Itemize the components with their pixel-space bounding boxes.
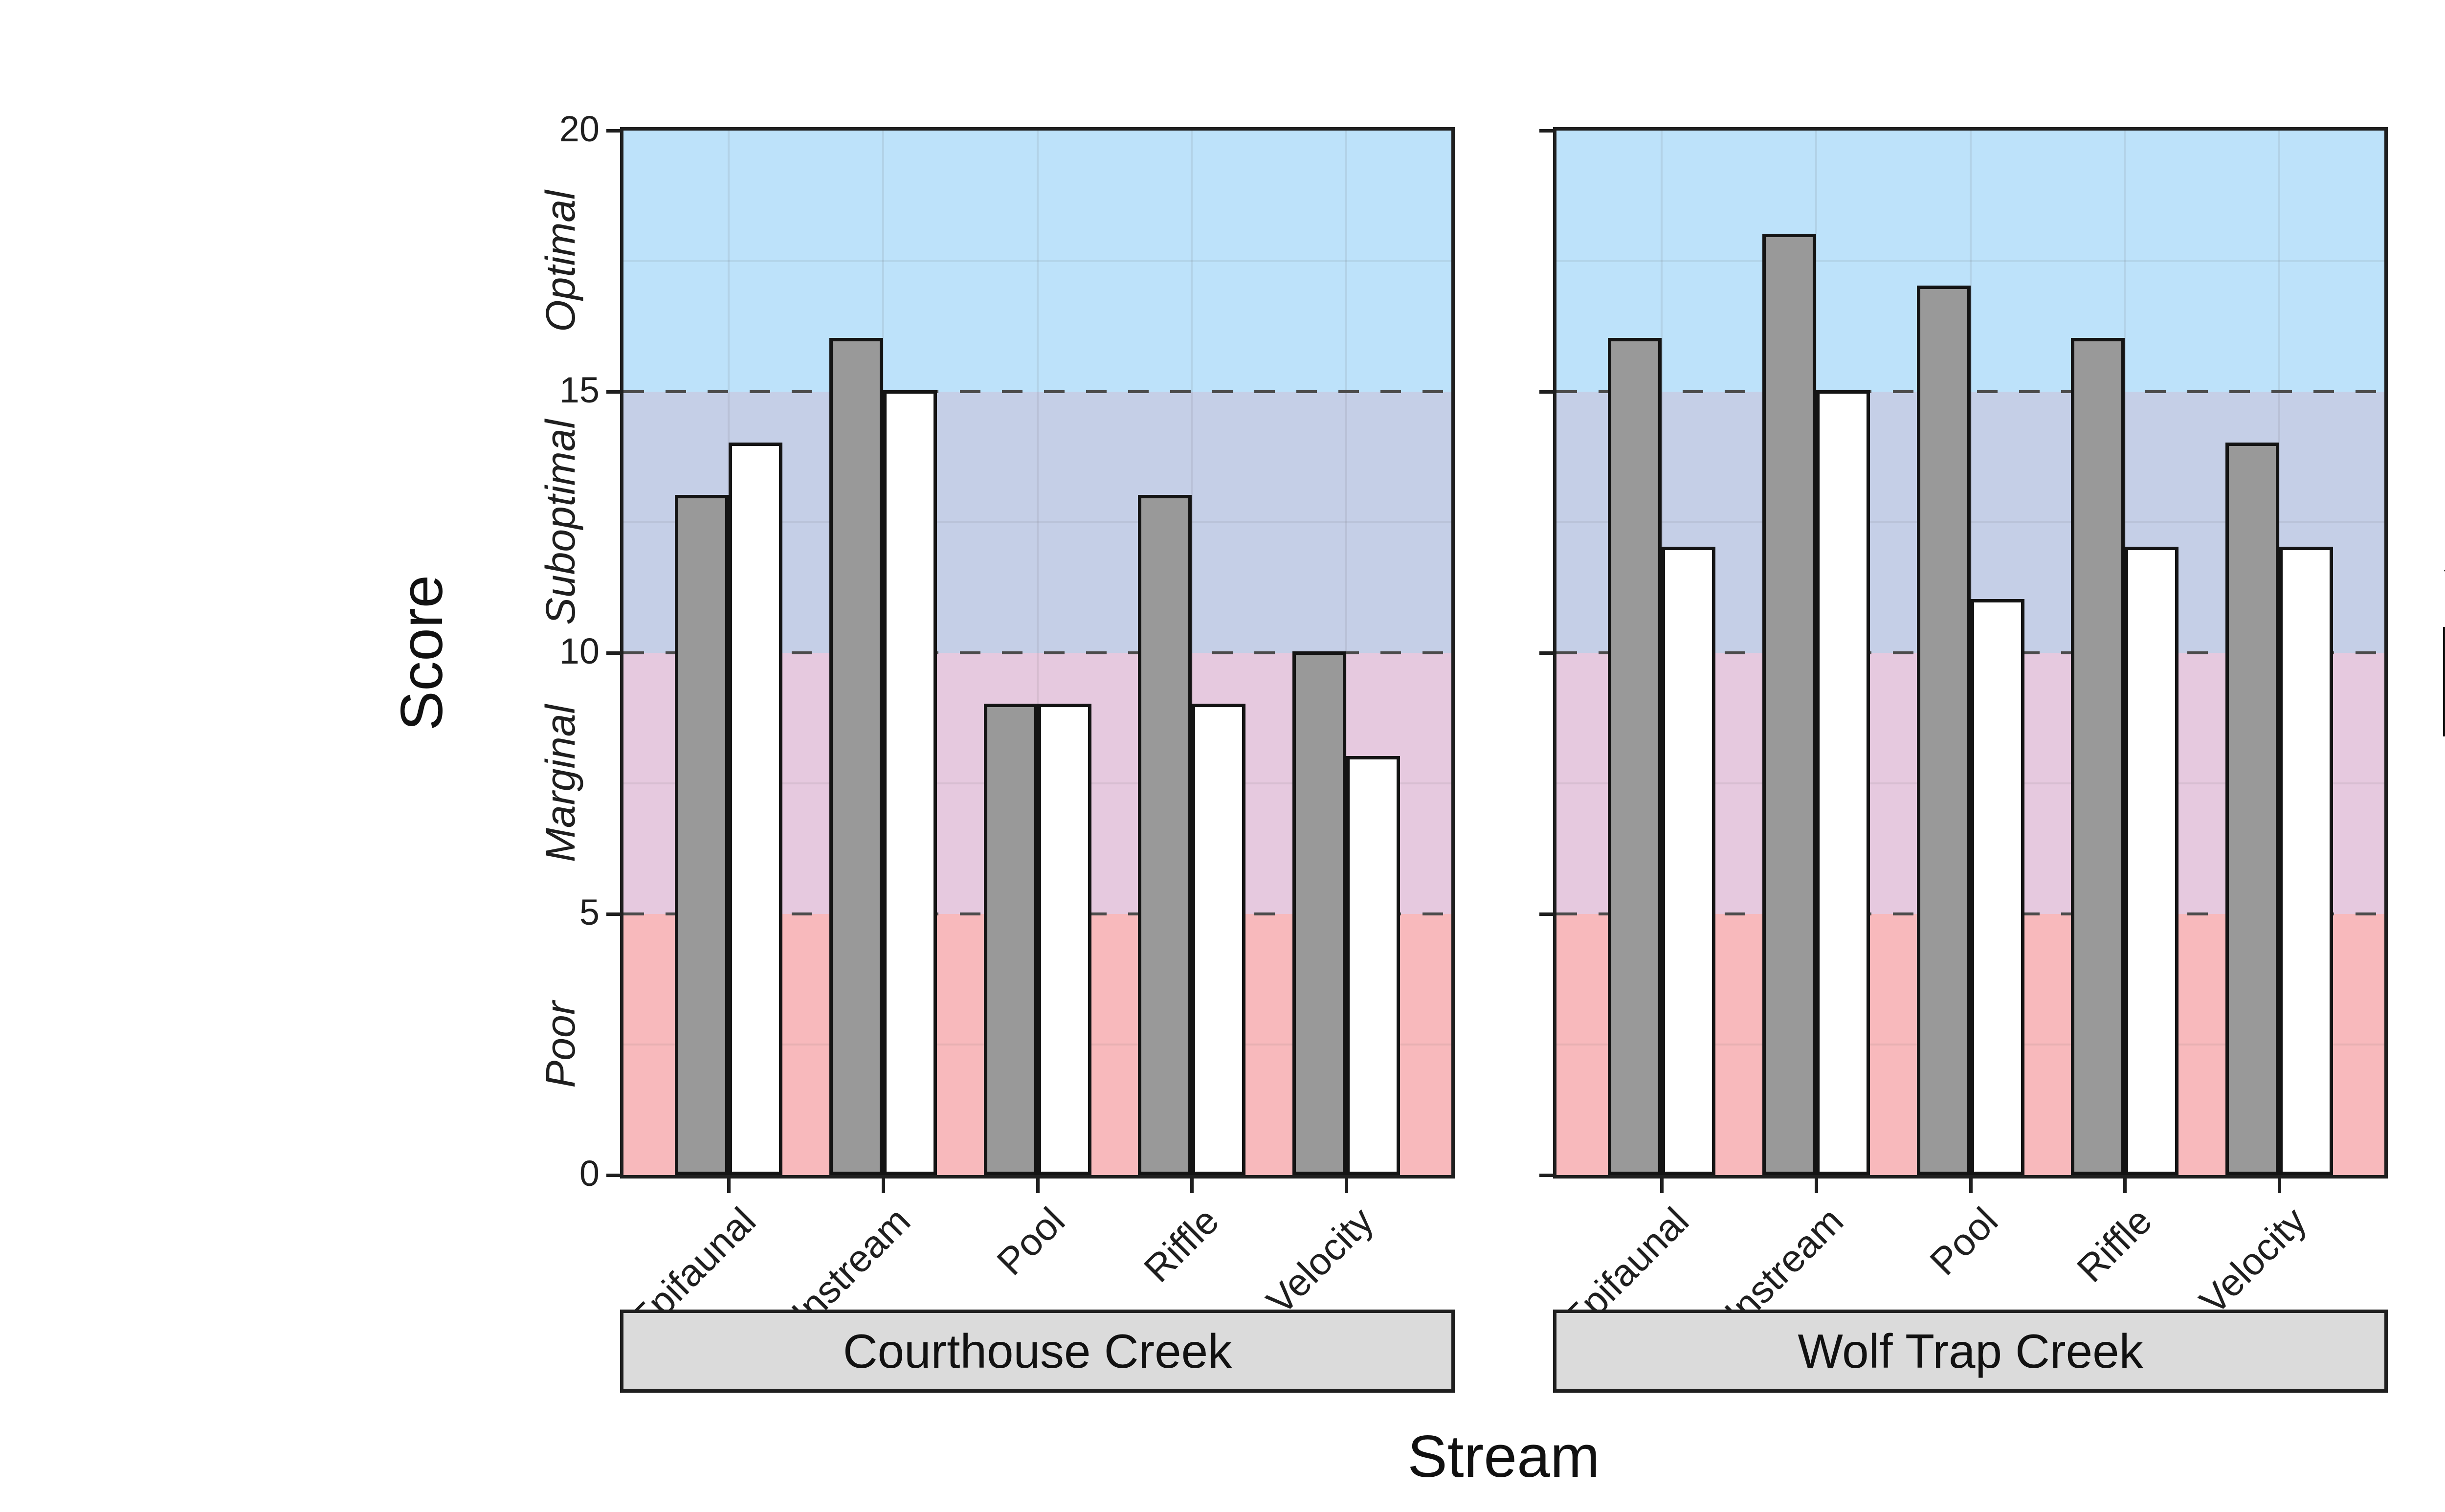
band-boundary-line-15: [623, 390, 1451, 393]
legend-title: Year: [2443, 561, 2445, 607]
x-axis-tick-mark: [1815, 1178, 1818, 1193]
bar-wolf-trap-creek-epifaunal-2022: [1662, 547, 1715, 1175]
y-axis-tick-mark: [606, 651, 620, 655]
facet-strip-label: Courthouse Creek: [843, 1324, 1232, 1378]
bar-wolf-trap-creek-instream-2022: [1816, 390, 1870, 1175]
x-axis-tick-mark: [1345, 1178, 1348, 1193]
bar-courthouse-creek-epifaunal-2022: [729, 443, 782, 1175]
y-axis-tick-label: 20: [559, 109, 600, 149]
bar-courthouse-creek-riffle-2012: [1138, 495, 1192, 1175]
x-axis-tick-mark: [727, 1178, 731, 1193]
y-axis-tick-label: 15: [559, 370, 600, 410]
band-optimal: [623, 131, 1451, 392]
bar-courthouse-creek-velocity-2012: [1292, 651, 1346, 1175]
y-axis-title-wrap: Score: [388, 506, 455, 800]
facet-panel-wolf-trap-creek: [1553, 127, 2388, 1178]
x-axis-tick-mark: [2123, 1178, 2127, 1193]
facet-panel-courthouse-creek: [620, 127, 1455, 1178]
bar-courthouse-creek-pool-2012: [984, 704, 1038, 1175]
x-axis-title: Stream: [1407, 1423, 1600, 1490]
bar-wolf-trap-creek-instream-2012: [1762, 234, 1816, 1175]
bar-wolf-trap-creek-riffle-2022: [2125, 547, 2178, 1175]
bar-courthouse-creek-riffle-2022: [1192, 704, 1245, 1175]
gridline-horizontal: [623, 260, 1451, 262]
bar-wolf-trap-creek-pool-2022: [1971, 599, 2024, 1175]
y-axis-tick-mark: [606, 1174, 620, 1177]
x-axis-tick-mark: [1660, 1178, 1664, 1193]
facet-strip-courthouse-creek: Courthouse Creek: [620, 1310, 1455, 1393]
x-axis-tick-mark: [1969, 1178, 1973, 1193]
band-label-poor: Poor: [537, 1001, 583, 1088]
bar-courthouse-creek-pool-2022: [1038, 704, 1091, 1175]
x-axis-tick-mark: [1190, 1178, 1194, 1193]
y-axis-tick-mark: [1539, 1174, 1553, 1177]
band-boundary-line-10: [623, 651, 1451, 654]
y-axis-tick-mark: [1539, 912, 1553, 916]
legend-swatch-2012: [2443, 627, 2445, 682]
y-axis-title: Score: [388, 575, 455, 731]
bar-wolf-trap-creek-velocity-2012: [2225, 443, 2279, 1175]
y-axis-tick-mark: [606, 390, 620, 394]
x-axis-tick-mark: [882, 1178, 885, 1193]
bar-courthouse-creek-instream-2012: [829, 338, 883, 1175]
y-axis-tick-mark: [606, 129, 620, 133]
x-axis-tick-mark: [1036, 1178, 1040, 1193]
facet-strip-label: Wolf Trap Creek: [1798, 1324, 2143, 1378]
y-axis-tick-label: 10: [559, 631, 600, 671]
legend-swatch-2022: [2443, 682, 2445, 736]
facet-strip-wolf-trap-creek: Wolf Trap Creek: [1553, 1310, 2388, 1393]
y-axis-tick-mark: [1539, 390, 1553, 394]
y-axis-tick-mark: [606, 912, 620, 916]
bar-courthouse-creek-epifaunal-2012: [675, 495, 729, 1175]
x-axis-tick-mark: [2278, 1178, 2281, 1193]
y-axis-tick-mark: [1539, 129, 1553, 133]
gridline-horizontal: [1556, 260, 2384, 262]
bar-courthouse-creek-velocity-2022: [1346, 756, 1400, 1175]
y-axis-tick-mark: [1539, 651, 1553, 655]
bar-wolf-trap-creek-pool-2012: [1917, 286, 1971, 1175]
y-axis-tick-label: 5: [579, 892, 600, 933]
gridline-horizontal: [623, 521, 1451, 523]
bar-wolf-trap-creek-riffle-2012: [2071, 338, 2125, 1175]
bar-wolf-trap-creek-velocity-2022: [2279, 547, 2333, 1175]
y-axis-tick-label: 0: [579, 1153, 600, 1194]
bar-wolf-trap-creek-epifaunal-2012: [1608, 338, 1662, 1175]
bar-courthouse-creek-instream-2022: [883, 390, 937, 1175]
